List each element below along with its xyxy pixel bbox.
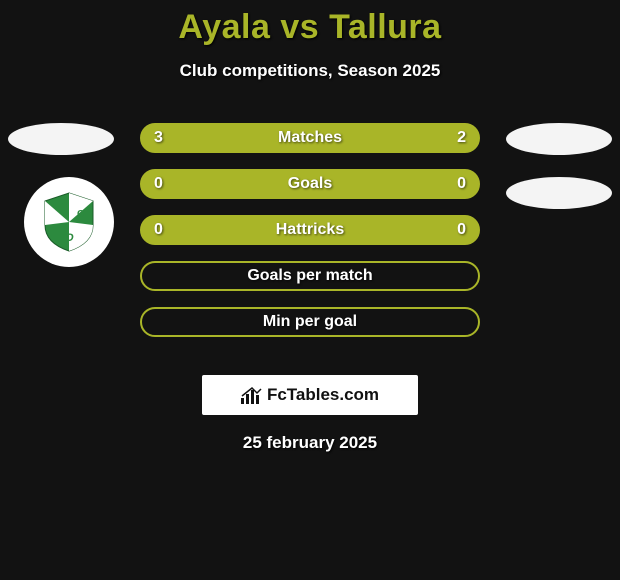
chart-icon [241, 386, 263, 404]
comparison-card: Ayala vs Tallura Club competitions, Seas… [0, 0, 620, 453]
stat-row: 3Matches2 [140, 123, 480, 153]
shield-letter-c: C [77, 209, 84, 220]
shield-letter-f: F [57, 199, 63, 210]
player2-photo-placeholder [506, 123, 612, 155]
brand-badge[interactable]: FcTables.com [202, 375, 418, 415]
stat-label: Goals [142, 175, 478, 193]
player1-club-badge: F C O [24, 177, 114, 267]
club-shield-icon: F C O [41, 191, 97, 253]
stat-label: Hattricks [142, 221, 478, 239]
content-area: F C O 3Matches2 0Goals0 0Hattricks0 Goals p… [0, 109, 620, 369]
shield-letter-o: O [65, 232, 74, 244]
player2-name: Tallura [329, 8, 441, 46]
date-text: 25 february 2025 [0, 433, 620, 453]
stat-label: Min per goal [142, 313, 478, 331]
player2-club-placeholder [506, 177, 612, 209]
stat-row: 0Goals0 [140, 169, 480, 199]
stats-list: 3Matches2 0Goals0 0Hattricks0 Goals per mat… [140, 123, 480, 353]
vs-text: vs [280, 8, 319, 46]
player1-photo-placeholder [8, 123, 114, 155]
stat-row: Min per goal [140, 307, 480, 337]
stat-row: Goals per match [140, 261, 480, 291]
player1-name: Ayala [178, 8, 270, 46]
stat-label: Matches [142, 129, 478, 147]
subtitle: Club competitions, Season 2025 [0, 61, 620, 81]
brand-text: FcTables.com [267, 385, 379, 405]
stat-row: 0Hattricks0 [140, 215, 480, 245]
stat-label: Goals per match [142, 267, 478, 285]
page-title: Ayala vs Tallura [0, 8, 620, 47]
